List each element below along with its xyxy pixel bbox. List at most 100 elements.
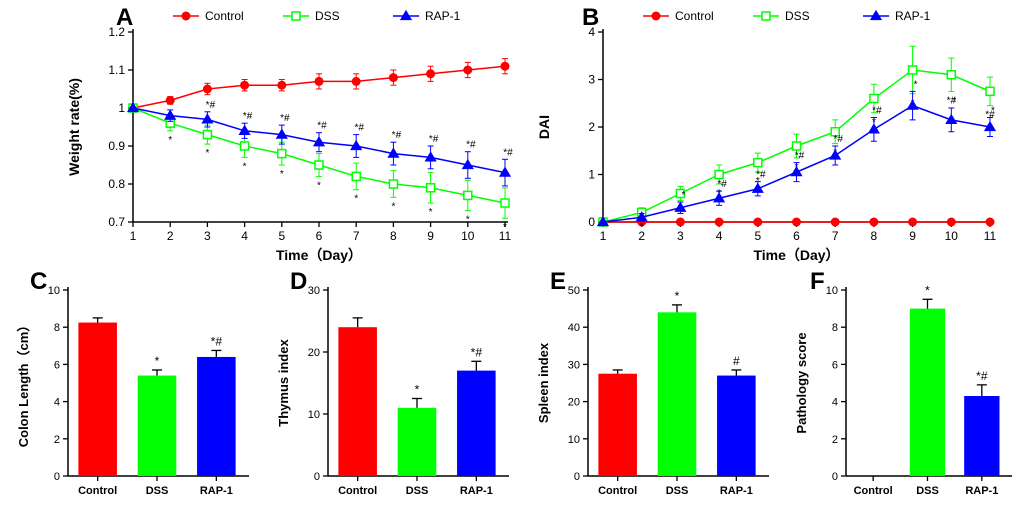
svg-text:0: 0 xyxy=(314,471,320,483)
svg-text:20: 20 xyxy=(308,347,320,359)
svg-text:4: 4 xyxy=(832,397,838,409)
svg-text:*: * xyxy=(243,161,247,172)
svg-text:*: * xyxy=(925,283,930,297)
svg-text:Control: Control xyxy=(598,485,637,497)
svg-text:DSS: DSS xyxy=(666,485,689,497)
svg-text:*#: *# xyxy=(280,113,290,124)
svg-text:0.7: 0.7 xyxy=(108,215,125,229)
svg-text:*#: *# xyxy=(976,369,988,383)
svg-text:Control: Control xyxy=(675,9,714,23)
svg-text:1: 1 xyxy=(588,168,595,182)
svg-text:Control: Control xyxy=(338,485,377,497)
svg-text:*#: *# xyxy=(717,179,727,190)
svg-text:*: * xyxy=(429,207,433,218)
svg-text:DSS: DSS xyxy=(785,9,810,23)
svg-text:1: 1 xyxy=(118,101,125,115)
svg-text:Colon Length（cm）: Colon Length（cm） xyxy=(16,319,31,448)
svg-text:6: 6 xyxy=(316,229,323,243)
svg-text:1.2: 1.2 xyxy=(108,25,125,39)
svg-text:1: 1 xyxy=(130,229,137,243)
svg-text:*#: *# xyxy=(503,147,513,158)
svg-text:*: * xyxy=(317,180,321,191)
svg-text:6: 6 xyxy=(793,229,800,243)
svg-text:Thymus index: Thymus index xyxy=(276,339,291,427)
svg-text:8: 8 xyxy=(832,322,838,334)
svg-text:3: 3 xyxy=(204,229,211,243)
svg-text:*: * xyxy=(914,79,918,90)
legend: ControlDSSRAP-1 xyxy=(173,9,461,23)
svg-text:Pathology score: Pathology score xyxy=(794,332,809,433)
svg-text:*: * xyxy=(205,148,209,159)
svg-text:8: 8 xyxy=(871,229,878,243)
svg-text:0: 0 xyxy=(54,471,60,483)
svg-text:20: 20 xyxy=(568,397,580,409)
svg-text:*: * xyxy=(391,201,395,212)
svg-text:RAP-1: RAP-1 xyxy=(720,485,753,497)
svg-text:3: 3 xyxy=(677,229,684,243)
svg-text:Time（Day）: Time（Day） xyxy=(276,247,362,263)
svg-text:RAP-1: RAP-1 xyxy=(460,485,493,497)
svg-text:Control: Control xyxy=(205,9,244,23)
svg-text:7: 7 xyxy=(832,229,839,243)
svg-text:10: 10 xyxy=(945,229,959,243)
svg-text:Control: Control xyxy=(854,485,893,497)
svg-text:40: 40 xyxy=(568,322,580,334)
svg-text:*: * xyxy=(952,96,956,107)
svg-text:*: * xyxy=(354,194,358,205)
svg-text:*#: *# xyxy=(795,151,805,162)
svg-text:0: 0 xyxy=(588,215,595,229)
svg-text:10: 10 xyxy=(568,434,580,446)
svg-text:2: 2 xyxy=(832,434,838,446)
svg-text:9: 9 xyxy=(909,229,916,243)
svg-text:1: 1 xyxy=(600,229,607,243)
svg-text:5: 5 xyxy=(754,229,761,243)
svg-text:*#: *# xyxy=(429,134,439,145)
svg-text:*#: *# xyxy=(392,130,402,141)
svg-text:2: 2 xyxy=(588,120,595,134)
svg-text:2: 2 xyxy=(54,434,60,446)
svg-text:8: 8 xyxy=(54,322,60,334)
svg-text:*: * xyxy=(675,289,680,303)
svg-text:6: 6 xyxy=(54,359,60,371)
svg-text:Time（Day）: Time（Day） xyxy=(753,247,839,263)
svg-text:0: 0 xyxy=(574,471,580,483)
svg-text:*: * xyxy=(681,190,685,201)
svg-text:RAP-1: RAP-1 xyxy=(425,9,461,23)
svg-text:7: 7 xyxy=(353,229,360,243)
svg-text:*#: *# xyxy=(756,170,766,181)
svg-text:5: 5 xyxy=(278,229,285,243)
panelB-chart: 012341234567891011Time（Day）DAI*********#… xyxy=(525,8,1000,268)
svg-text:Control: Control xyxy=(78,485,117,497)
svg-text:11: 11 xyxy=(984,229,997,243)
svg-text:30: 30 xyxy=(308,285,320,297)
svg-text:*#: *# xyxy=(206,100,216,111)
svg-text:30: 30 xyxy=(568,359,580,371)
panelF-chart: 0246810Pathology scoreControlDSS*RAP-1*# xyxy=(790,272,1015,510)
svg-text:0.9: 0.9 xyxy=(108,139,125,153)
svg-text:*: * xyxy=(640,221,644,232)
svg-text:RAP-1: RAP-1 xyxy=(965,485,998,497)
svg-text:10: 10 xyxy=(461,229,475,243)
svg-text:*: * xyxy=(280,169,284,180)
svg-text:RAP-1: RAP-1 xyxy=(200,485,233,497)
svg-text:4: 4 xyxy=(716,229,723,243)
svg-text:9: 9 xyxy=(427,229,434,243)
svg-text:DSS: DSS xyxy=(146,485,169,497)
svg-text:0.8: 0.8 xyxy=(108,177,125,191)
svg-text:4: 4 xyxy=(241,229,248,243)
svg-text:*#: *# xyxy=(833,134,843,145)
svg-text:DSS: DSS xyxy=(406,485,429,497)
panelC-chart: 0246810Colon Length（cm）ControlDSS*RAP-1*… xyxy=(12,272,252,510)
svg-text:4: 4 xyxy=(54,397,60,409)
panelD-chart: 0102030Thymus indexControlDSS*RAP-1*# xyxy=(272,272,512,510)
svg-text:50: 50 xyxy=(568,285,580,297)
svg-text:Weight rate(%): Weight rate(%) xyxy=(66,78,82,176)
svg-text:10: 10 xyxy=(308,409,320,421)
svg-text:2: 2 xyxy=(167,229,174,243)
svg-text:1.1: 1.1 xyxy=(108,63,125,77)
svg-text:*: * xyxy=(991,106,995,117)
svg-text:*#: *# xyxy=(872,106,882,117)
svg-text:DAI: DAI xyxy=(536,115,552,139)
svg-text:6: 6 xyxy=(832,359,838,371)
svg-text:*: * xyxy=(503,222,507,233)
